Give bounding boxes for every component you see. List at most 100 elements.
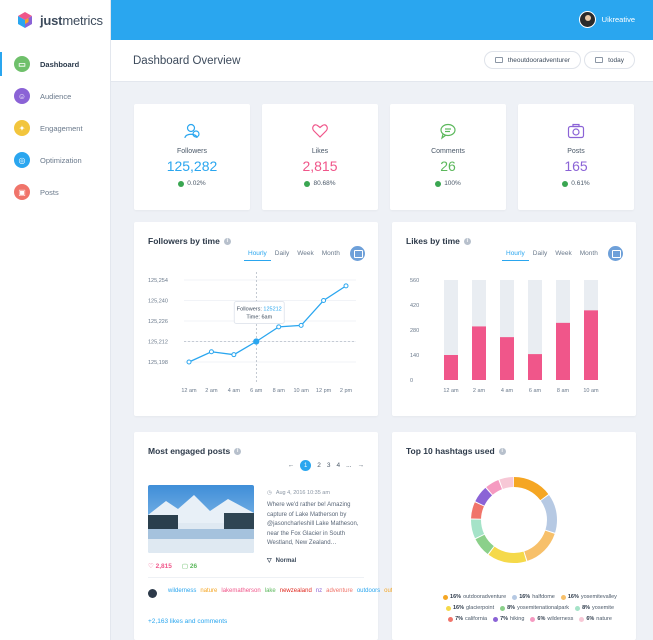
sidebar-item-engagement[interactable]: ✦ Engagement (0, 112, 110, 144)
y-tick-label: 125,254 (148, 278, 168, 284)
donut-slice-outdooradventure[interactable] (471, 477, 557, 563)
hashtag-link[interactable]: adventure (326, 588, 353, 594)
stat-change: 0.61% (518, 180, 634, 187)
legend-pct: 7% (455, 616, 464, 622)
info-icon[interactable]: i (234, 447, 242, 455)
sidebar-item-dashboard[interactable]: ▭ Dashboard (0, 48, 110, 80)
sidebar-item-label: Dashboard (40, 59, 80, 69)
stat-card-comments[interactable]: Comments 26 100% (390, 104, 506, 210)
sidebar-item-audience[interactable]: ☺ Audience (0, 80, 110, 112)
data-point[interactable] (186, 359, 192, 365)
followers-range-tabs: Hourly Daily Week Month (244, 250, 344, 261)
info-icon[interactable]: i (463, 237, 471, 245)
legend-name: yosemitenationalpark (517, 605, 570, 611)
logo[interactable]: justmetrics (0, 0, 110, 40)
followers-line-chart: 125,254 125,240 125,226 125,212 125,198 12 am… (148, 272, 356, 394)
likes-tab-hourly[interactable]: Hourly (502, 250, 529, 261)
hashtag-link[interactable]: newzealand (279, 588, 312, 594)
page-4[interactable]: 4 (336, 462, 341, 469)
likes-bar[interactable] (500, 337, 514, 380)
engaged-posts-title-text: Most engaged posts (148, 446, 231, 456)
legend-name: hiking (510, 616, 525, 622)
followers-tab-month[interactable]: Month (321, 250, 340, 257)
likes-calendar-button[interactable] (608, 246, 623, 261)
tooltip-time: Time: 6am (246, 315, 272, 321)
info-icon[interactable]: i (498, 447, 506, 455)
donut-slice-halfdome[interactable] (471, 477, 557, 563)
data-point[interactable] (276, 324, 282, 330)
data-point[interactable] (253, 338, 260, 345)
data-point[interactable] (343, 283, 349, 289)
likes-tab-month[interactable]: Month (579, 250, 598, 257)
chart-tooltip: Followers: 125212 Time: 6am (233, 301, 285, 324)
legend-item: 8% yosemitenationalpark (500, 605, 569, 611)
hashtag-link[interactable]: lake (264, 588, 276, 594)
stat-change: 0.02% (134, 180, 250, 187)
data-point[interactable] (208, 349, 214, 355)
account-icon (494, 57, 503, 63)
prev-arrow-icon[interactable]: ← (287, 462, 295, 469)
page-3[interactable]: 3 (326, 462, 331, 469)
hashtag-link[interactable]: outdoors (356, 588, 381, 594)
legend-swatch (500, 605, 506, 611)
page-ellipsis[interactable]: ... (346, 462, 352, 469)
followers-tab-week[interactable]: Week (297, 250, 314, 257)
followers-icon (184, 123, 200, 139)
stat-card-followers[interactable]: Followers 125,282 0.02% (134, 104, 250, 210)
camera-icon (567, 123, 585, 139)
legend-name: glacierpoint (465, 605, 495, 611)
audience-icon: ☺ (14, 88, 30, 104)
legend-swatch (443, 594, 449, 600)
data-point[interactable] (231, 352, 237, 358)
date-selector[interactable]: today (584, 51, 635, 69)
hashtag-link[interactable]: nz (315, 588, 323, 594)
more-likes-link[interactable]: +2,163 likes and comments (148, 618, 228, 625)
info-icon[interactable]: i (223, 237, 231, 245)
sidebar-item-posts[interactable]: ▣ Posts (0, 176, 110, 208)
likes-bar[interactable] (444, 355, 458, 380)
sidebar-item-optimization[interactable]: ◎ Optimization (0, 144, 110, 176)
tooltip-label: Followers: (237, 307, 264, 313)
followers-tab-hourly[interactable]: Hourly (244, 250, 271, 261)
donut-slice-yosemite[interactable] (471, 477, 557, 563)
likes-bar[interactable] (584, 310, 598, 380)
stat-label: Followers (177, 148, 207, 155)
user-menu[interactable]: Uikreative (578, 11, 635, 28)
stat-value: 125,282 (166, 158, 218, 174)
hashtag-link[interactable]: nature (200, 588, 218, 594)
followers-calendar-button[interactable] (350, 246, 365, 261)
legend-swatch (530, 616, 536, 622)
account-selector[interactable]: theoutdooradventurer (483, 51, 581, 69)
next-arrow-icon[interactable]: → (357, 462, 365, 469)
followers-tab-daily[interactable]: Daily (274, 250, 290, 257)
legend-pct: 6% (586, 616, 595, 622)
hashtag-link[interactable]: wilderness (168, 588, 197, 594)
legend-name: outdooradventure (463, 594, 507, 600)
legend-name: wilderness (547, 616, 574, 622)
stat-label: Likes (311, 148, 329, 155)
legend-pct: 8% (582, 605, 591, 611)
hashtag-link[interactable]: lakematherson (221, 588, 261, 594)
data-point[interactable] (298, 322, 304, 328)
page-1[interactable]: 1 (300, 460, 312, 471)
stat-change: 100% (390, 180, 506, 187)
x-tick-label: 8 am (273, 388, 286, 394)
stat-card-posts[interactable]: Posts 165 0.61% (518, 104, 634, 210)
likes-tab-daily[interactable]: Daily (532, 250, 548, 257)
top-bar: Uikreative (111, 0, 653, 40)
donut-slice-glacierpoint[interactable] (471, 477, 557, 563)
data-point[interactable] (321, 298, 327, 303)
likes-bar[interactable] (528, 354, 542, 380)
likes-bar[interactable] (556, 322, 570, 380)
likes-tab-week[interactable]: Week (555, 250, 572, 257)
stat-card-likes[interactable]: Likes 2,815 80.68% (262, 104, 378, 210)
likes-bar[interactable] (472, 326, 486, 380)
legend-item: 8% yosemite (575, 605, 614, 611)
dashboard-icon: ▭ (14, 56, 30, 72)
stat-label: Comments (431, 148, 465, 155)
post-image[interactable] (148, 485, 254, 553)
engaged-posts-title: Most engaged posts i (148, 446, 242, 456)
page-2[interactable]: 2 (317, 462, 321, 469)
optimization-icon: ◎ (14, 152, 30, 168)
legend-item: 6% nature (579, 616, 612, 622)
